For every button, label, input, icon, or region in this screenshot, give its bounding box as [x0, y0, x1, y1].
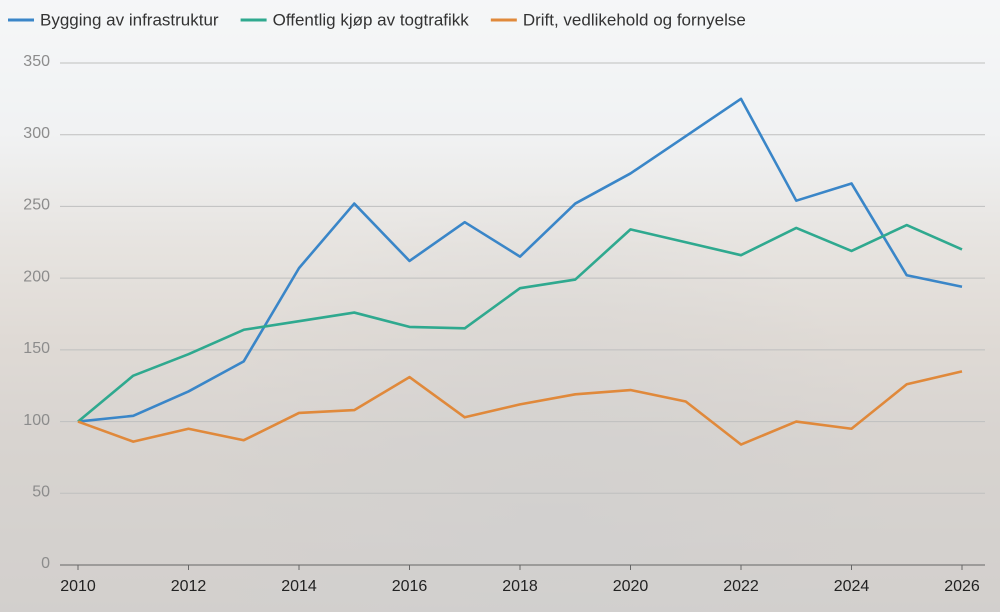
series-line	[77, 97, 963, 423]
x-tick-label: 2022	[723, 578, 759, 595]
x-tick-label: 2024	[834, 578, 870, 595]
y-tick-label: 0	[41, 555, 50, 572]
y-tick-label: 50	[32, 484, 50, 501]
y-tick-label: 200	[23, 268, 50, 285]
x-tick-label: 2016	[392, 578, 428, 595]
y-tick-label: 100	[23, 412, 50, 429]
series-line	[77, 223, 963, 423]
y-tick-label: 300	[23, 125, 50, 142]
x-tick-label: 2010	[60, 578, 96, 595]
x-tick-label: 2014	[281, 578, 317, 595]
legend-label: Drift, vedlikehold og fornyelse	[523, 10, 746, 29]
legend-label: Bygging av infrastruktur	[40, 10, 219, 29]
series-line	[77, 370, 963, 446]
y-tick-label: 250	[23, 197, 50, 214]
x-tick-label: 2020	[613, 578, 649, 595]
y-tick-label: 150	[23, 340, 50, 357]
x-tick-label: 2012	[171, 578, 207, 595]
legend-label: Offentlig kjøp av togtrafikk	[273, 10, 470, 29]
x-tick-label: 2018	[502, 578, 538, 595]
y-tick-label: 350	[23, 53, 50, 70]
x-tick-label: 2026	[944, 578, 980, 595]
